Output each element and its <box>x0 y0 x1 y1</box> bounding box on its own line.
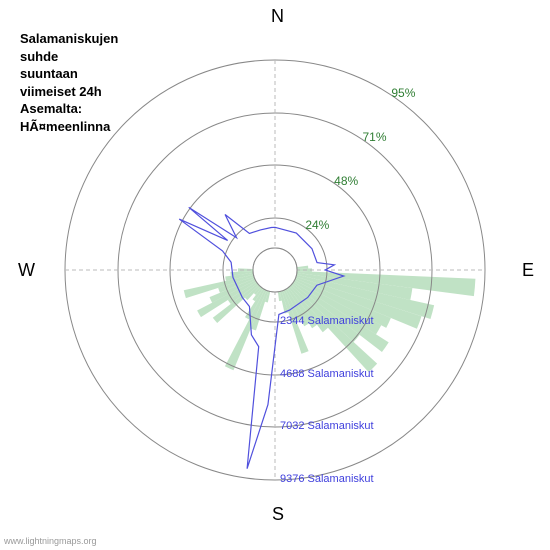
cardinal-n: N <box>271 6 284 27</box>
pct-ring-label: 48% <box>334 174 358 188</box>
cardinal-s: S <box>272 504 284 525</box>
chart-container: Salamaniskujen suhde suuntaan viimeiset … <box>0 0 550 550</box>
radial-scale-label: 9376 Salamaniskut <box>280 473 374 485</box>
title-line: Salamaniskujen <box>20 31 118 46</box>
footer-source: www.lightningmaps.org <box>4 536 97 546</box>
cardinal-e: E <box>522 260 534 281</box>
radial-scale-label: 4688 Salamaniskut <box>280 368 374 380</box>
pct-ring-label: 95% <box>391 86 415 100</box>
cardinal-w: W <box>18 260 35 281</box>
title-line: HÃ¤meenlinna <box>20 119 110 134</box>
title-line: suhde <box>20 49 58 64</box>
radial-scale-label: 2344 Salamaniskut <box>280 315 374 327</box>
title-line: viimeiset 24h <box>20 84 102 99</box>
pct-ring-label: 24% <box>305 218 329 232</box>
chart-title: Salamaniskujen suhde suuntaan viimeiset … <box>20 30 118 135</box>
radial-scale-label: 7032 Salamaniskut <box>280 420 374 432</box>
title-line: suuntaan <box>20 66 78 81</box>
title-line: Asemalta: <box>20 101 82 116</box>
pct-ring-label: 71% <box>363 130 387 144</box>
